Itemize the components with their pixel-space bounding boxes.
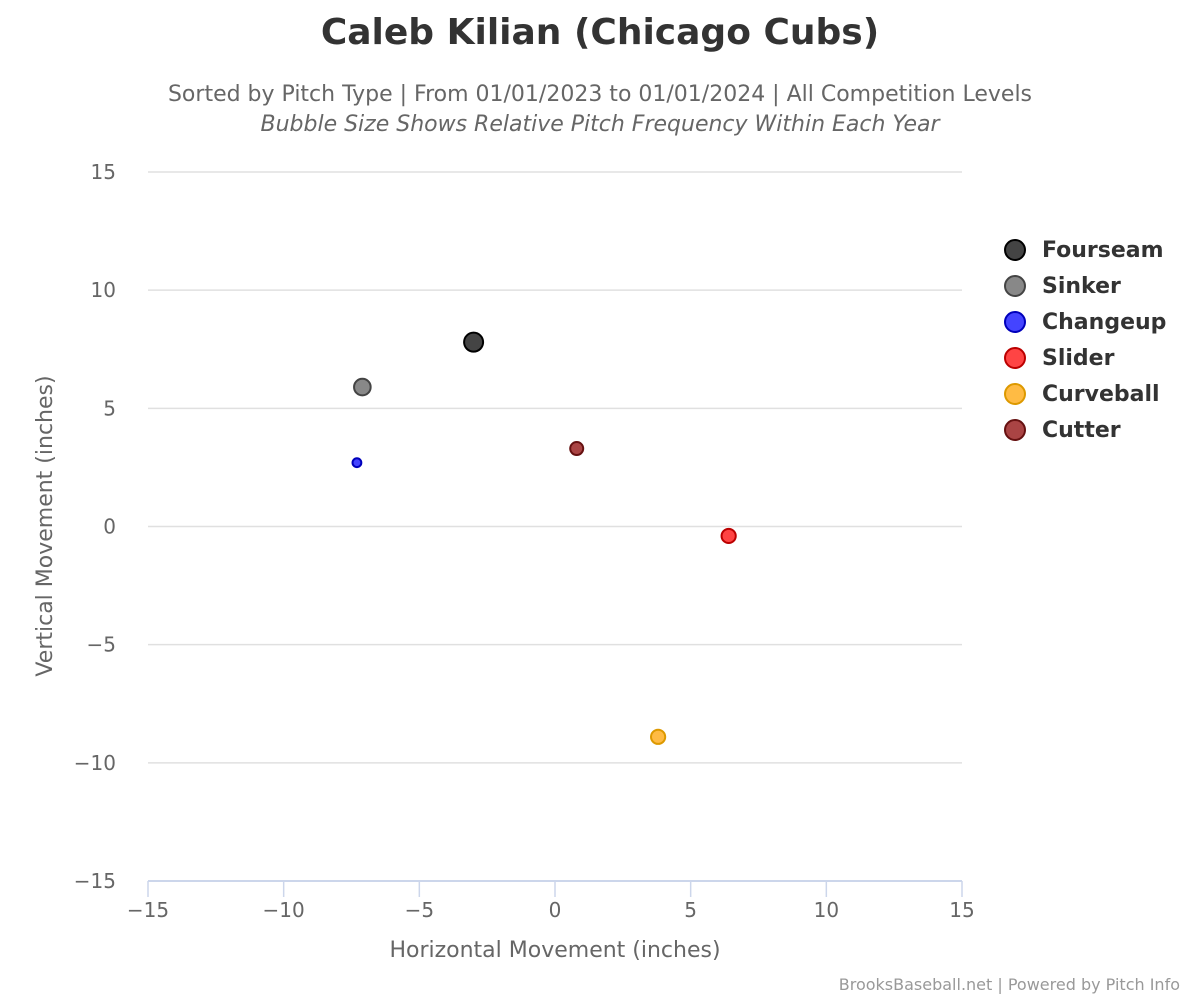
x-tick-label: −10 bbox=[263, 898, 305, 922]
x-tick-label: 10 bbox=[814, 898, 839, 922]
y-tick-label: 5 bbox=[103, 396, 116, 420]
chart-subtitle: Sorted by Pitch Type | From 01/01/2023 t… bbox=[167, 82, 1033, 107]
grid-lines bbox=[148, 171, 962, 764]
legend: Fourseam Sinker Changeup Slider Curveball Cut… bbox=[1004, 232, 1166, 448]
legend-label: Fourseam bbox=[1042, 237, 1164, 263]
y-axis-label: Vertical Movement (inches) bbox=[33, 375, 58, 676]
legend-marker-icon bbox=[1004, 275, 1026, 297]
point-fourseam[interactable] bbox=[463, 331, 485, 353]
credits[interactable]: BrooksBaseball.net | Powered by Pitch In… bbox=[838, 975, 1180, 994]
x-tick-label: 0 bbox=[549, 898, 562, 922]
point-cutter[interactable] bbox=[569, 441, 585, 457]
legend-item-slider[interactable]: Slider bbox=[1004, 340, 1166, 376]
y-axis: −15 −10 −5 0 5 10 15 bbox=[74, 160, 116, 893]
y-tick-label: −5 bbox=[87, 633, 116, 657]
legend-marker-icon bbox=[1004, 239, 1026, 261]
x-tick-label: 15 bbox=[949, 898, 974, 922]
x-axis-label: Horizontal Movement (inches) bbox=[389, 938, 720, 963]
point-sinker[interactable] bbox=[353, 377, 372, 397]
legend-marker-icon bbox=[1004, 347, 1026, 369]
legend-label: Cutter bbox=[1042, 417, 1121, 443]
x-tick-label: −5 bbox=[405, 898, 434, 922]
legend-marker-icon bbox=[1004, 419, 1026, 441]
legend-label: Changeup bbox=[1042, 309, 1167, 335]
x-tick-label: 5 bbox=[684, 898, 697, 922]
legend-item-curveball[interactable]: Curveball bbox=[1004, 376, 1166, 412]
point-slider[interactable] bbox=[720, 527, 737, 545]
legend-marker-icon bbox=[1004, 311, 1026, 333]
legend-item-changeup[interactable]: Changeup bbox=[1004, 304, 1166, 340]
chart-title: Caleb Kilian (Chicago Cubs) bbox=[320, 12, 880, 53]
legend-label: Curveball bbox=[1042, 381, 1160, 407]
x-axis: −15 −10 −5 0 5 10 15 bbox=[127, 880, 975, 922]
legend-item-cutter[interactable]: Cutter bbox=[1004, 412, 1166, 448]
legend-label: Slider bbox=[1042, 345, 1115, 371]
point-changeup[interactable] bbox=[351, 457, 363, 469]
point-curveball[interactable] bbox=[650, 728, 667, 745]
legend-marker-icon bbox=[1004, 383, 1026, 405]
y-tick-label: 0 bbox=[103, 515, 116, 539]
y-tick-label: 10 bbox=[91, 278, 116, 302]
chart-subtitle-note: Bubble Size Shows Relative Pitch Frequen… bbox=[260, 112, 940, 137]
data-points bbox=[351, 331, 737, 745]
y-tick-label: 15 bbox=[91, 160, 116, 184]
y-tick-label: −10 bbox=[74, 751, 116, 775]
y-tick-label: −15 bbox=[74, 869, 116, 893]
legend-label: Sinker bbox=[1042, 273, 1121, 299]
legend-item-sinker[interactable]: Sinker bbox=[1004, 268, 1166, 304]
x-tick-label: −15 bbox=[127, 898, 169, 922]
legend-item-fourseam[interactable]: Fourseam bbox=[1004, 232, 1166, 268]
